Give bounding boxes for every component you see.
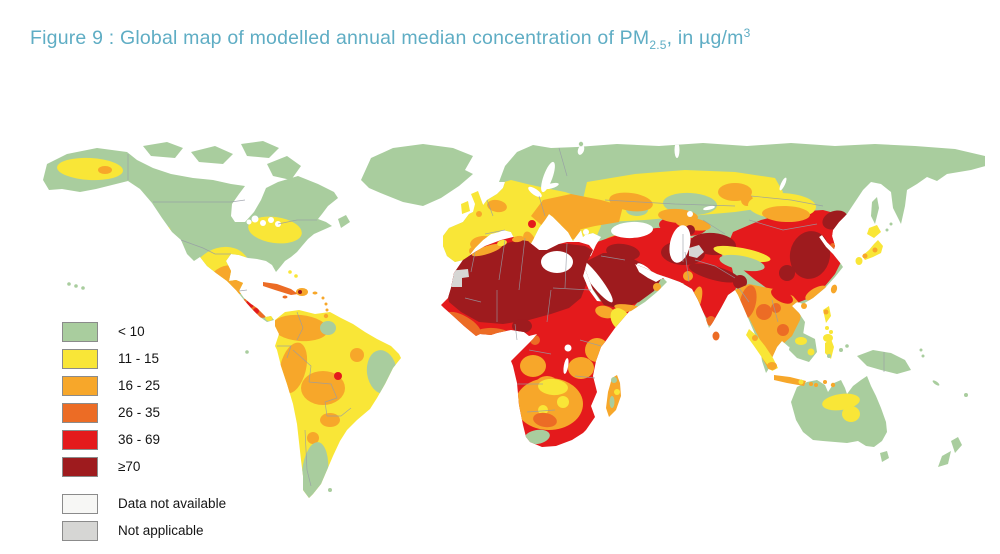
legend-label: Data not available [118,496,227,511]
legend-label: 36 - 69 [118,432,161,447]
figure-title-subscript: 2.5 [649,38,667,52]
figure-title-text2: , in µg/m [666,27,744,49]
legend-item: 16 - 25 [62,375,226,396]
legend-item-not-applicable: Not applicable [62,520,226,541]
legend-swatch [62,493,98,514]
world-map [43,141,985,498]
legend-item: 11 - 15 [62,348,226,369]
landmass-australia [791,376,887,447]
landmass-greenland-and-arctic [143,141,584,228]
legend-item-no-data: Data not available [62,493,226,514]
figure-title: Figure 9 : Global map of modelled annual… [30,26,750,52]
legend-label: Not applicable [118,523,204,538]
legend-item: 26 - 35 [62,402,226,423]
legend-label: 16 - 25 [118,378,161,393]
legend-label: 26 - 35 [118,405,161,420]
legend-swatch [62,402,98,423]
legend-swatch [62,321,98,342]
legend-label: 11 - 15 [118,351,160,366]
legend-swatch [62,375,98,396]
map-legend: < 10 11 - 15 16 - 25 26 - 35 36 - 69 ≥70… [62,321,226,547]
islands [67,191,968,492]
legend-swatch [62,520,98,541]
overlays-africa [445,235,632,445]
legend-swatch [62,456,98,477]
legend-swatch [62,429,98,450]
legend-item: ≥70 [62,456,226,477]
country-borders [127,147,885,487]
legend-item: < 10 [62,321,226,342]
legend-label: < 10 [118,324,145,339]
legend-item: 36 - 69 [62,429,226,450]
figure-title-text: Figure 9 : Global map of modelled annual… [30,27,650,49]
legend-swatch [62,348,98,369]
figure-title-superscript: 3 [743,26,751,40]
legend-label: ≥70 [118,459,141,474]
